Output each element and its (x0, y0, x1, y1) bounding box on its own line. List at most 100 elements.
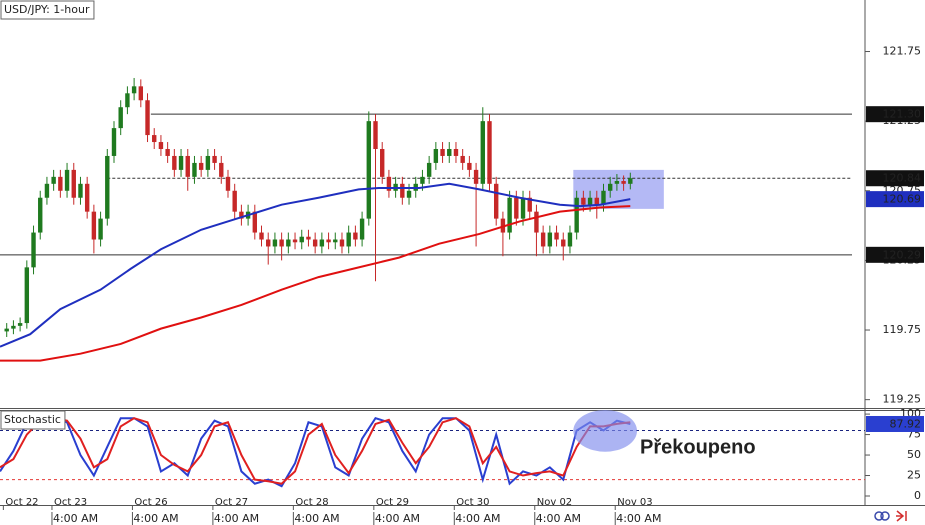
candle-body (453, 148, 459, 156)
x-tick-label: 4:00 AM (53, 512, 98, 525)
x-tick-label: 4:00 AM (616, 512, 661, 525)
candle-body (386, 176, 392, 191)
candle-body (292, 239, 298, 243)
candle-body (178, 155, 184, 170)
candle-body (326, 239, 331, 243)
x-tick-label: 4:00 AM (133, 512, 178, 525)
candle-body (527, 197, 532, 212)
candle-body (380, 148, 385, 177)
highlight-ellipse (573, 410, 638, 452)
candle-body (614, 181, 620, 184)
candle-body (286, 239, 291, 247)
candle-body (84, 183, 90, 212)
highlight-box (573, 169, 664, 209)
candle-body (38, 197, 43, 233)
x-tick-label: Oct 26 (134, 497, 167, 508)
candle-body (581, 197, 586, 205)
panel-title: Stochastic (4, 413, 61, 426)
x-tick-label: Oct 30 (456, 497, 489, 508)
x-tick-label: 4:00 AM (536, 512, 581, 525)
candle-body (58, 176, 63, 191)
candle-body (366, 121, 371, 219)
x-tick-label: Nov 02 (537, 497, 572, 508)
x-tick-label: Oct 28 (295, 497, 328, 508)
x-tick-label: 4:00 AM (455, 512, 500, 525)
price-box (866, 170, 924, 187)
panel-title: USD/JPY: 1-hour (4, 3, 90, 16)
x-tick-label: Nov 03 (617, 497, 652, 508)
candle-body (98, 218, 103, 240)
candle-body (125, 93, 130, 108)
candle-body (205, 155, 211, 170)
x-tick-label: 4:00 AM (214, 512, 259, 525)
x-tick-label: Oct 29 (376, 497, 409, 508)
candle-body (594, 197, 599, 205)
candle-body (17, 323, 23, 326)
candle-body (71, 169, 76, 198)
annotation: Překoupeno (640, 436, 756, 458)
candle-body (447, 148, 452, 156)
x-tick-label: Oct 27 (215, 497, 248, 508)
x-tick-label: Oct 23 (54, 497, 87, 508)
candle-body (212, 155, 217, 163)
price-box-label: 121.30 (883, 108, 922, 121)
price-box-label: 120.69 (883, 193, 922, 206)
candle-body (514, 197, 519, 219)
price-box (866, 106, 924, 123)
candle-body (111, 128, 117, 156)
candle-body (145, 100, 150, 136)
candle-body (574, 197, 579, 233)
y-tick-label: 50 (907, 448, 921, 461)
price-box-label: 120.84 (883, 172, 922, 185)
candle-body (91, 211, 97, 240)
candle-body (131, 86, 137, 94)
candle-body (299, 236, 304, 243)
y-tick-label: 25 (907, 469, 921, 482)
candle-body (64, 169, 70, 191)
plot-area (0, 417, 865, 488)
candle-body (118, 107, 123, 129)
candle-body (433, 148, 439, 163)
price-box (866, 191, 924, 208)
candle-body (152, 135, 157, 143)
candle-body (319, 239, 325, 247)
series-line (0, 205, 631, 362)
candle-body (601, 190, 606, 205)
candle-body (272, 239, 278, 247)
candle-body (192, 162, 197, 177)
candle-body (561, 239, 566, 247)
series-line (0, 417, 631, 485)
candle-body (105, 155, 110, 219)
candle-body (621, 181, 626, 184)
candle-body (420, 176, 425, 184)
x-tick-label: Oct 22 (5, 497, 38, 508)
series-line (0, 417, 631, 488)
candle-body (333, 239, 338, 243)
candle-body (165, 148, 170, 156)
candle-body (259, 232, 264, 240)
candle-body (232, 190, 237, 212)
candle-body (239, 211, 244, 219)
candle-body (346, 232, 351, 247)
y-tick-label: 119.25 (883, 393, 922, 406)
candle-body (487, 121, 492, 184)
candle-body (312, 239, 318, 247)
candle-body (554, 232, 559, 240)
candle-body (266, 239, 271, 247)
candle-body (406, 190, 412, 198)
y-tick-label: 119.75 (883, 323, 922, 336)
y-tick-label: 121.75 (883, 45, 922, 58)
series-line (0, 182, 631, 348)
candle-body (138, 86, 144, 101)
candle-body (480, 121, 485, 184)
candle-body (24, 267, 30, 324)
candle-body (587, 197, 593, 205)
panel-title-box (0, 410, 66, 430)
candle-body (473, 169, 479, 184)
candle-body (547, 232, 553, 247)
candle-body (252, 211, 258, 233)
candle-body (78, 183, 83, 198)
candle-body (400, 183, 405, 198)
price-box (866, 415, 924, 432)
